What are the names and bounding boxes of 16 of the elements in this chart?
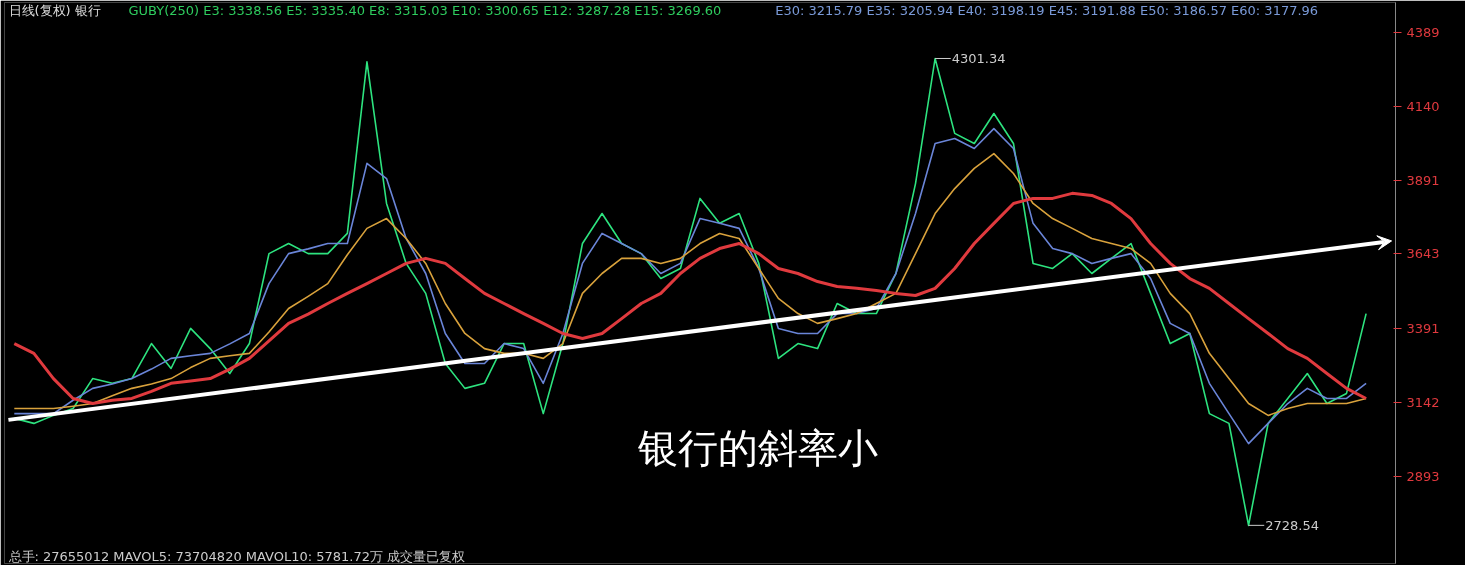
chart-title: 日线(复权) 银行 <box>8 2 101 18</box>
y-tick-label: 3142 <box>1406 395 1440 411</box>
y-tick-label: 4389 <box>1406 24 1440 40</box>
y-tick-label: 3391 <box>1406 321 1440 337</box>
y-tick-label: 3891 <box>1406 172 1440 188</box>
annotation: 2728.54 <box>1265 517 1319 533</box>
line-series <box>13 152 1367 417</box>
y-tick-label: 4140 <box>1406 98 1440 114</box>
annotation: E30: 3215.79 E35: 3205.94 E40: 3198.19 E45: 3191.88 E50: 3186.57 E60: 3177.96 <box>775 2 1319 18</box>
annotation: 4301.34 <box>951 51 1006 66</box>
y-tick-label: 2893 <box>1406 469 1440 485</box>
y-tick-label: 3643 <box>1406 246 1440 262</box>
chart-subtitle: GUBY(250) E3: 3338.56 E5: 3335.40 E8: 3315.03 E10: 3300.65 E12: 3287.28 E15: 3269.60 <box>128 2 722 18</box>
x-axis-title: 总手: 27655012 MAVOL5: 73704820 MAVOL10: 5781.72万 成交量已复权 <box>7 548 466 564</box>
line-series <box>12 191 1368 406</box>
annotation: 银行的斜率小 <box>637 424 879 471</box>
